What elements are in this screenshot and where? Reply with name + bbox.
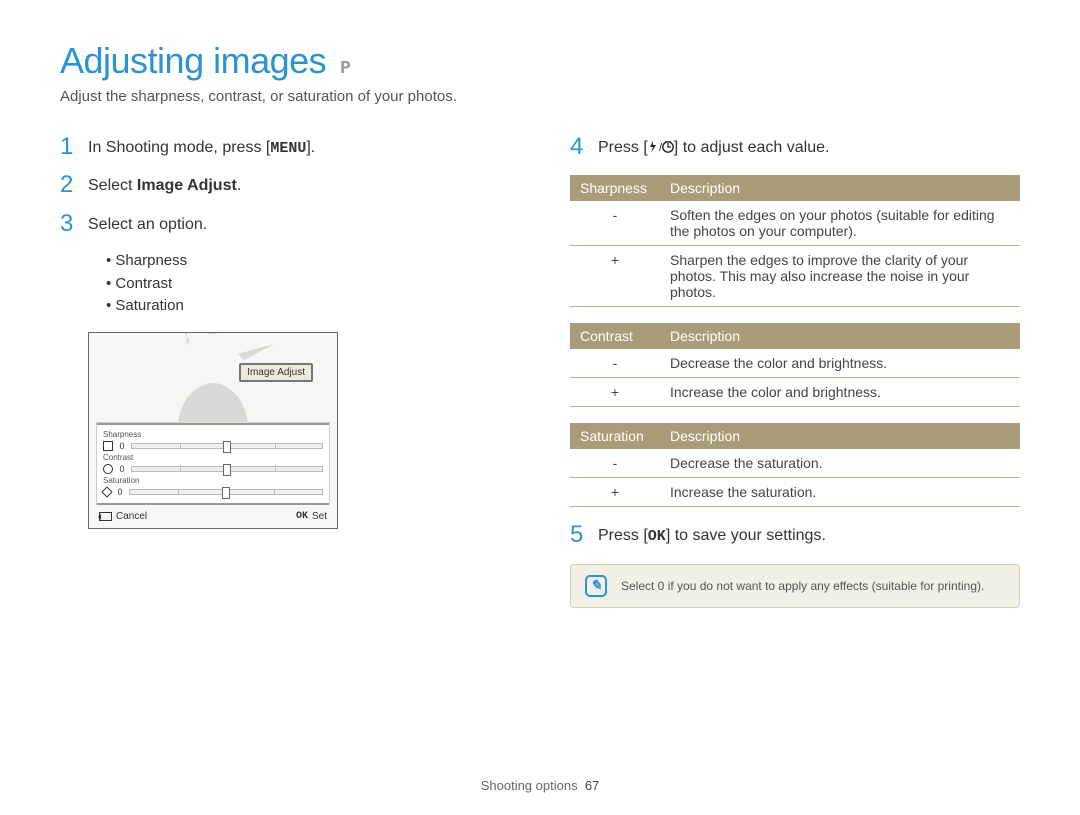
lcd-badge: Image Adjust: [239, 363, 313, 382]
menu-key: MENU: [270, 140, 306, 157]
contrast-icon: [103, 464, 113, 474]
slider-contrast: 0: [103, 464, 323, 474]
step-number: 3: [60, 212, 76, 236]
table-row: -Soften the edges on your photos (suitab…: [570, 201, 1020, 246]
title-row: Adjusting images P: [60, 40, 1020, 82]
step-text: Select an option.: [88, 212, 207, 236]
table-row: -Decrease the saturation.: [570, 449, 1020, 478]
table-row: +Sharpen the edges to improve the clarit…: [570, 246, 1020, 307]
table-row: -Decrease the color and brightness.: [570, 349, 1020, 378]
page-footer: Shooting options 67: [0, 778, 1080, 793]
lcd-cancel: Cancel: [99, 511, 147, 522]
contrast-table: ContrastDescription -Decrease the color …: [570, 323, 1020, 407]
note-text: Select 0 if you do not want to apply any…: [621, 579, 984, 593]
bullet-contrast: Contrast: [106, 273, 510, 296]
page-title: Adjusting images: [60, 40, 326, 82]
saturation-table: SaturationDescription -Decrease the satu…: [570, 423, 1020, 507]
step-4: 4 Press [/] to adjust each value.: [570, 135, 1020, 161]
step-number: 1: [60, 135, 76, 159]
flash-timer-icon: /: [648, 139, 674, 161]
lcd-sliders: Sharpness 0 Contrast 0 Saturation: [97, 423, 329, 505]
option-bullets: Sharpness Contrast Saturation: [106, 250, 510, 318]
slider-sharpness: 0: [103, 441, 323, 451]
step-text: Press [/] to adjust each value.: [598, 135, 829, 161]
lcd: Image Adjust Sharpness 0 Contrast 0: [88, 332, 338, 529]
mode-badge: P: [340, 59, 351, 79]
bullet-sharpness: Sharpness: [106, 250, 510, 273]
step-1: 1 In Shooting mode, press [MENU].: [60, 135, 510, 159]
sharpness-icon: [103, 441, 113, 451]
step-text: In Shooting mode, press [MENU].: [88, 135, 315, 159]
left-column: 1 In Shooting mode, press [MENU]. 2 Sele…: [60, 135, 510, 608]
saturation-icon: [101, 486, 112, 497]
lcd-footer: Cancel OKSet: [89, 505, 337, 528]
step-text: Press [OK] to save your settings.: [598, 523, 826, 547]
step-number: 5: [570, 523, 586, 547]
slider-saturation: 0: [103, 487, 323, 497]
table-row: +Increase the saturation.: [570, 478, 1020, 507]
ok-key: OK: [648, 528, 666, 545]
step-2: 2 Select Image Adjust.: [60, 173, 510, 197]
lcd-preview: Image Adjust: [89, 333, 337, 423]
step-3: 3 Select an option.: [60, 212, 510, 236]
note-box: ✎ Select 0 if you do not want to apply a…: [570, 564, 1020, 608]
lcd-set: OKSet: [296, 511, 327, 522]
step-5: 5 Press [OK] to save your settings.: [570, 523, 1020, 547]
step-number: 4: [570, 135, 586, 159]
step-text: Select Image Adjust.: [88, 173, 241, 197]
bullet-saturation: Saturation: [106, 295, 510, 318]
table-row: +Increase the color and brightness.: [570, 378, 1020, 407]
note-icon: ✎: [585, 575, 607, 597]
step-number: 2: [60, 173, 76, 197]
sharpness-table: SharpnessDescription -Soften the edges o…: [570, 175, 1020, 307]
right-column: 4 Press [/] to adjust each value. Sharpn…: [570, 135, 1020, 608]
columns: 1 In Shooting mode, press [MENU]. 2 Sele…: [60, 135, 1020, 608]
subtitle: Adjust the sharpness, contrast, or satur…: [60, 88, 1020, 105]
back-icon: [99, 512, 112, 521]
lcd-screenshot: Image Adjust Sharpness 0 Contrast 0: [88, 332, 510, 529]
